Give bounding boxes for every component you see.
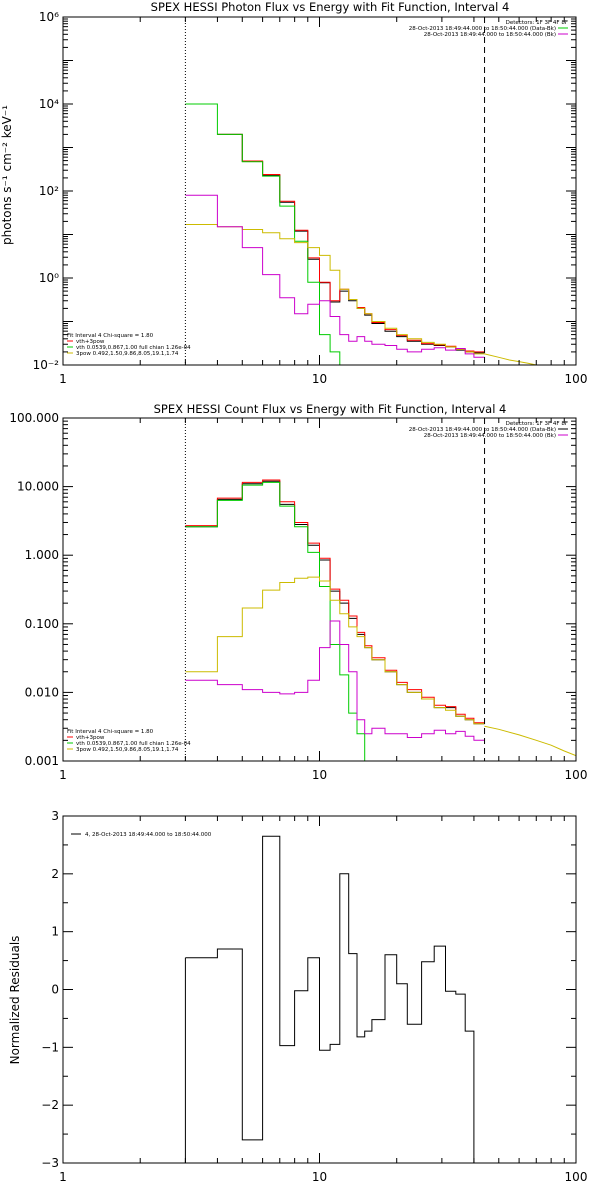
x-tick-label: 10 bbox=[312, 372, 327, 386]
legend-entry: 4, 28-Oct-2013 18:49:44.000 to 18:50:44.… bbox=[85, 832, 212, 838]
y-tick-label: 10⁻² bbox=[33, 358, 60, 372]
y-axis: −3 −2 −1 0 1 2 3 bbox=[41, 809, 576, 1170]
chart-title: SPEX HESSI Photon Flux vs Energy with Fi… bbox=[151, 0, 510, 14]
y-tick-label: 10.000 bbox=[17, 480, 59, 494]
y-tick-label: 0.100 bbox=[25, 617, 59, 631]
x-tick-label: 100 bbox=[565, 372, 588, 386]
series-line-1 bbox=[185, 479, 485, 724]
y-tick-label: 0 bbox=[51, 983, 59, 997]
y-tick-label: −3 bbox=[41, 1156, 59, 1170]
y-tick-label: −2 bbox=[41, 1098, 59, 1112]
y-axis: 10⁻² 10⁰ 10² 10⁴ 10⁶ bbox=[33, 10, 576, 372]
series-line-2 bbox=[185, 481, 365, 735]
y-tick-label: 1.000 bbox=[25, 548, 59, 562]
legend: 4, 28-Oct-2013 18:49:44.000 to 18:50:44.… bbox=[71, 832, 212, 838]
annotation-line: Fit Interval 4 Chi-square = 1.80 bbox=[67, 333, 154, 339]
annotation-line: 3pow 0.492,1.50,9.86,8.05,19.1,1.74 bbox=[76, 747, 179, 753]
residuals-panel: Normalized Residuals 1 10 100 −3 −2 −1 0 1 2 3 4, … bbox=[8, 809, 587, 1184]
y-tick-label: −1 bbox=[41, 1040, 59, 1054]
legend-entry: 28-Oct-2013 18:49:44.000 to 18:50:44.000… bbox=[409, 427, 556, 433]
y-tick-label: 0.010 bbox=[25, 685, 59, 699]
y-tick-label: 10⁴ bbox=[39, 97, 59, 111]
fit-annotation: Fit Interval 4 Chi-square = 1.80vth+3pow… bbox=[67, 333, 191, 357]
annotation-line: vth 0.0539,0.867,1.00 full chian 1.26e-0… bbox=[76, 345, 191, 351]
y-axis-label: Normalized Residuals bbox=[8, 936, 22, 1065]
x-tick-label: 100 bbox=[565, 1170, 588, 1184]
legend-entry: Detectors: 1F 3F 4F 8F bbox=[506, 421, 568, 427]
x-tick-label: 10 bbox=[312, 768, 327, 782]
count-flux-panel: SPEX HESSI Count Flux vs Energy with Fit… bbox=[9, 402, 587, 782]
series-line-2 bbox=[185, 103, 357, 365]
plot-area bbox=[185, 103, 537, 365]
y-tick-label: 100.000 bbox=[9, 411, 59, 425]
x-tick-label: 1 bbox=[59, 372, 67, 386]
y-axis: 0.001 0.010 0.100 1.000 10.000 100.000 bbox=[9, 411, 576, 768]
legend-entry: 28-Oct-2013 18:49:44.000 to 18:50:44.000… bbox=[424, 433, 556, 439]
extension-line-1 bbox=[484, 353, 537, 365]
series-line-1 bbox=[217, 133, 485, 353]
y-tick-label: 10² bbox=[39, 184, 59, 198]
y-tick-label: 0.001 bbox=[25, 754, 59, 768]
legend-entry: Detectors: 1F 3F 4F 8F bbox=[506, 20, 568, 26]
y-tick-label: 3 bbox=[51, 809, 59, 823]
annotation-line: Fit Interval 4 Chi-square = 1.80 bbox=[67, 729, 154, 735]
plot-area bbox=[185, 479, 576, 761]
x-axis: 1 10 100 bbox=[59, 418, 587, 782]
x-tick-label: 100 bbox=[565, 768, 588, 782]
extension-line-1 bbox=[484, 725, 576, 757]
y-tick-label: 2 bbox=[51, 867, 59, 881]
annotation-line: 3pow 0.492,1.50,9.86,8.05,19.1,1.74 bbox=[76, 351, 179, 357]
series-line-3 bbox=[185, 224, 485, 355]
y-axis-label: photons s⁻¹ cm⁻² keV⁻¹ bbox=[0, 105, 14, 245]
series-line-4 bbox=[185, 194, 485, 358]
annotation-line: vth+3pow bbox=[76, 339, 105, 345]
plot-area bbox=[184, 835, 485, 1163]
annotation-line: vth+3pow bbox=[76, 735, 105, 741]
legend-entry: 28-Oct-2013 18:49:44.000 to 18:50:44.000… bbox=[409, 26, 556, 32]
x-tick-label: 1 bbox=[59, 768, 67, 782]
plot-frame bbox=[62, 417, 577, 762]
x-axis: 1 10 100 bbox=[59, 816, 587, 1184]
series-line-0 bbox=[185, 480, 485, 725]
series-line-4 bbox=[185, 620, 485, 741]
y-tick-label: 1 bbox=[51, 925, 59, 939]
fit-annotation: Fit Interval 4 Chi-square = 1.80vth+3pow… bbox=[67, 729, 191, 753]
x-tick-label: 1 bbox=[59, 1170, 67, 1184]
annotation-line: vth 0.0539,0.867,1.00 full chian 1.26e-0… bbox=[76, 741, 191, 747]
x-axis: 1 10 100 bbox=[59, 17, 587, 386]
series-line-0 bbox=[185, 835, 485, 1163]
y-tick-label: 10⁶ bbox=[39, 10, 59, 24]
series-line-0 bbox=[217, 133, 485, 354]
x-tick-label: 10 bbox=[312, 1170, 327, 1184]
series-line-3 bbox=[185, 576, 485, 725]
legend-entry: 28-Oct-2013 18:49:44.000 to 18:50:44.000… bbox=[424, 32, 556, 38]
photon-flux-panel: SPEX HESSI Photon Flux vs Energy with Fi… bbox=[0, 0, 587, 386]
chart-title: SPEX HESSI Count Flux vs Energy with Fit… bbox=[154, 402, 507, 416]
y-tick-label: 10⁰ bbox=[39, 271, 59, 285]
